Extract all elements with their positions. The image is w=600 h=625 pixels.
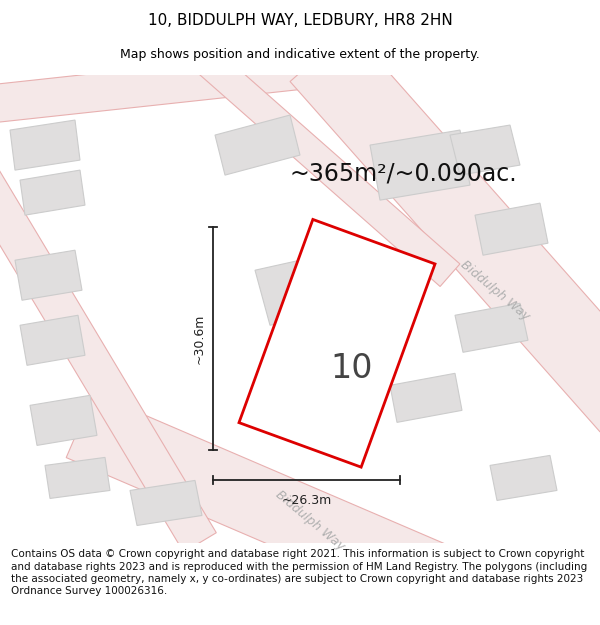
Polygon shape <box>370 130 470 200</box>
Polygon shape <box>0 46 352 124</box>
Text: ~365m²/~0.090ac.: ~365m²/~0.090ac. <box>290 161 518 185</box>
Polygon shape <box>10 120 80 170</box>
Text: Contains OS data © Crown copyright and database right 2021. This information is : Contains OS data © Crown copyright and d… <box>11 549 587 596</box>
Polygon shape <box>390 373 462 423</box>
Polygon shape <box>30 396 97 446</box>
Polygon shape <box>0 166 216 552</box>
Text: 10: 10 <box>331 352 373 385</box>
Polygon shape <box>215 115 300 175</box>
Polygon shape <box>455 303 528 352</box>
Polygon shape <box>450 125 520 175</box>
Polygon shape <box>239 219 435 467</box>
Polygon shape <box>15 250 82 300</box>
Polygon shape <box>66 393 514 625</box>
Polygon shape <box>490 456 557 501</box>
Polygon shape <box>255 250 360 325</box>
Polygon shape <box>190 44 460 286</box>
Polygon shape <box>475 203 548 255</box>
Polygon shape <box>20 315 85 365</box>
Polygon shape <box>20 170 85 215</box>
Text: ~30.6m: ~30.6m <box>193 314 205 364</box>
Text: Map shows position and indicative extent of the property.: Map shows position and indicative extent… <box>120 48 480 61</box>
Polygon shape <box>45 458 110 499</box>
Polygon shape <box>130 481 202 526</box>
Text: ~26.3m: ~26.3m <box>281 494 332 507</box>
Polygon shape <box>290 28 600 432</box>
Text: Biddulph Way: Biddulph Way <box>273 488 347 553</box>
Text: Biddulph Way: Biddulph Way <box>458 258 532 322</box>
Text: 10, BIDDULPH WAY, LEDBURY, HR8 2HN: 10, BIDDULPH WAY, LEDBURY, HR8 2HN <box>148 12 452 28</box>
